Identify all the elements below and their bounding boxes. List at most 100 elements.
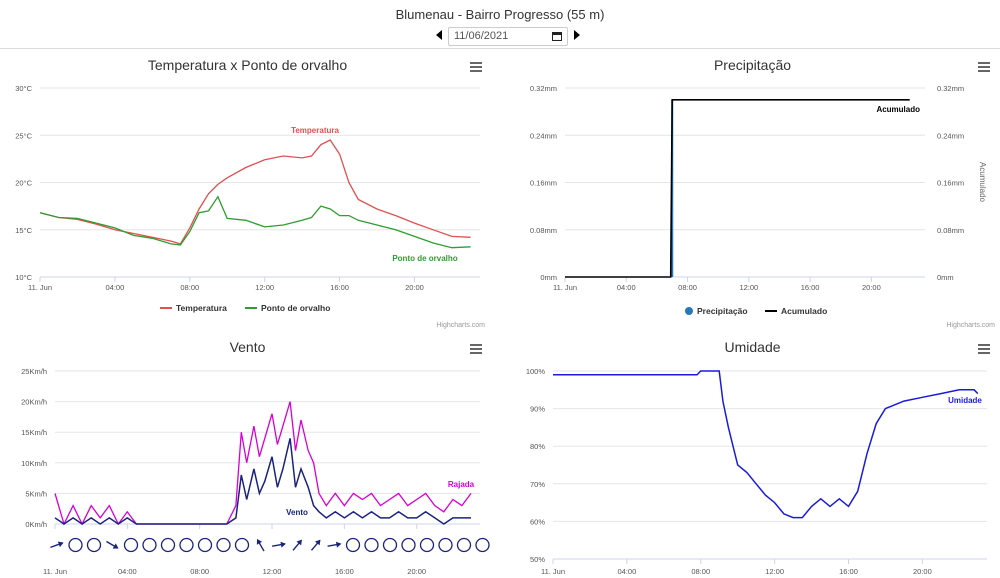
wind-calm-symbol xyxy=(382,537,398,553)
y-tick-label: 10°C xyxy=(15,273,32,282)
wind-direction-arrow xyxy=(310,539,321,551)
y-tick-label: 70% xyxy=(530,480,545,489)
date-value: 11/06/2021 xyxy=(454,30,509,42)
wind-calm-symbol xyxy=(234,537,250,553)
y-tick-label: 20Km/h xyxy=(21,398,47,407)
x-tick-label: 04:00 xyxy=(617,283,636,292)
credits: Highcharts.com xyxy=(436,322,485,329)
x-tick-label: 11. Jun xyxy=(43,567,67,576)
series-annotation-label: Ponto de orvalho xyxy=(392,254,457,263)
y-right-tick-label: 0.24mm xyxy=(937,131,964,140)
wind-calm-symbol xyxy=(86,537,102,553)
y-right-axis-label: Acumulado xyxy=(978,162,987,203)
x-tick-label: 08:00 xyxy=(691,567,710,576)
y-tick-label: 80% xyxy=(530,442,545,451)
date-input[interactable]: 11/06/2021 xyxy=(448,27,568,46)
precipitation-chart: 0mm 0mm 0.08mm 0.08mm 0.16mm 0.16mm 0.24mm 0.24… xyxy=(530,84,987,316)
hamburger-menu-icon[interactable] xyxy=(978,344,990,354)
chart-title: Temperatura x Ponto de orvalho xyxy=(147,57,348,73)
series-annotation-label: Rajada xyxy=(448,480,475,489)
legend-label: Ponto de orvalho xyxy=(261,303,330,313)
x-tick-label: 20:00 xyxy=(913,567,932,576)
page-title: Blumenau - Bairro Progresso (55 m) xyxy=(395,7,605,22)
wind-direction-arrow xyxy=(106,540,119,549)
wind-calm-symbol xyxy=(401,537,416,553)
wind-calm-symbol xyxy=(419,537,435,553)
y-tick-label: 50% xyxy=(530,555,545,564)
page-header: Blumenau - Bairro Progresso (55 m) 11/06… xyxy=(0,0,1000,49)
x-tick-label: 11. Jun xyxy=(28,283,52,292)
x-tick-label: 16:00 xyxy=(801,283,820,292)
x-tick-label: 16:00 xyxy=(335,567,354,576)
triangle-right-icon[interactable] xyxy=(574,30,580,40)
calendar-icon[interactable] xyxy=(552,32,562,41)
wind-calm-symbol xyxy=(364,537,379,553)
y-tick-label: 0.32mm xyxy=(530,84,557,93)
series-annotation-label: Umidade xyxy=(948,396,982,405)
y-right-tick-label: 0.32mm xyxy=(937,84,964,93)
wind-panel: Vento 0Km/h 5Km/h 10Km/h 15Km/h 20Km/h 25Km/h… xyxy=(0,337,495,578)
x-tick-label: 16:00 xyxy=(839,567,858,576)
triangle-left-icon[interactable] xyxy=(436,30,442,40)
x-tick-label: 16:00 xyxy=(330,283,349,292)
legend-label: Temperatura xyxy=(176,303,227,313)
x-tick-label: 20:00 xyxy=(862,283,881,292)
y-right-tick-label: 0.16mm xyxy=(937,179,964,188)
y-tick-label: 0.24mm xyxy=(530,131,557,140)
legend-label: Precipitação xyxy=(697,306,748,316)
wind-direction-arrow xyxy=(327,541,342,548)
precipitation-panel: Precipitação 0mm 0mm 0.08mm 0.08mm 0.16mm 0.1… xyxy=(505,50,1000,335)
x-tick-label: 08:00 xyxy=(180,283,199,292)
y-right-tick-label: 0mm xyxy=(937,273,954,282)
humidity-chart: 50% 60% 70% 80% 90% 100% 11. Jun 04:00 08:00 12:0… xyxy=(526,367,987,576)
series-annotation-label: Acumulado xyxy=(876,105,920,114)
wind-series-line xyxy=(54,438,471,525)
x-tick-label: 04:00 xyxy=(118,567,137,576)
y-tick-label: 0.08mm xyxy=(530,226,557,235)
x-tick-label: 04:00 xyxy=(106,283,125,292)
y-tick-label: 5Km/h xyxy=(25,489,47,498)
chart-title: Precipitação xyxy=(713,57,792,73)
hamburger-menu-icon[interactable] xyxy=(470,62,482,72)
chart-title: Vento xyxy=(229,339,266,355)
y-tick-label: 0.16mm xyxy=(530,179,557,188)
y-tick-label: 30°C xyxy=(15,84,32,93)
legend-label: Acumulado xyxy=(781,306,827,316)
y-tick-label: 0Km/h xyxy=(25,520,47,529)
temperature-series-line xyxy=(39,139,471,245)
humidity-panel: Umidade 50% 60% 70% 80% 90% 100% 11. Jun 04:00 0… xyxy=(505,337,1000,578)
x-tick-label: 12:00 xyxy=(765,567,784,576)
y-tick-label: 15Km/h xyxy=(21,428,47,437)
wind-calm-symbol xyxy=(197,537,213,553)
wind-calm-symbol xyxy=(438,537,453,553)
x-tick-label: 04:00 xyxy=(617,567,636,576)
y-right-tick-label: 0.08mm xyxy=(937,226,964,235)
y-tick-label: 25°C xyxy=(15,131,32,140)
chart-title: Umidade xyxy=(724,339,781,355)
temperature-panel: Temperatura x Ponto de orvalho 10°C 15°C 2… xyxy=(0,50,495,335)
dewpoint-series-line xyxy=(39,195,471,249)
x-tick-label: 12:00 xyxy=(263,567,282,576)
y-tick-label: 100% xyxy=(526,367,546,376)
x-tick-label: 20:00 xyxy=(405,283,424,292)
series-annotation-label: Temperatura xyxy=(291,126,339,135)
y-tick-label: 90% xyxy=(530,405,545,414)
hamburger-menu-icon[interactable] xyxy=(470,344,482,354)
hamburger-menu-icon[interactable] xyxy=(978,62,990,72)
humidity-series-line xyxy=(553,370,979,519)
wind-calm-symbol xyxy=(216,537,231,553)
wind-calm-symbol xyxy=(68,537,83,553)
x-tick-label: 11. Jun xyxy=(553,283,577,292)
y-tick-label: 25Km/h xyxy=(21,367,47,376)
wind-direction-arrow xyxy=(256,538,265,552)
gust-series-line xyxy=(54,401,472,526)
y-tick-label: 60% xyxy=(530,517,545,526)
wind-calm-symbol xyxy=(142,537,157,553)
wind-calm-symbol xyxy=(179,537,194,553)
x-tick-label: 08:00 xyxy=(678,283,697,292)
wind-calm-symbol xyxy=(475,537,490,553)
wind-calm-symbol xyxy=(123,537,139,553)
wind-calm-symbol xyxy=(456,537,472,553)
x-tick-label: 08:00 xyxy=(190,567,209,576)
wind-chart: 0Km/h 5Km/h 10Km/h 15Km/h 20Km/h 25Km/h 11. Ju… xyxy=(21,367,490,576)
